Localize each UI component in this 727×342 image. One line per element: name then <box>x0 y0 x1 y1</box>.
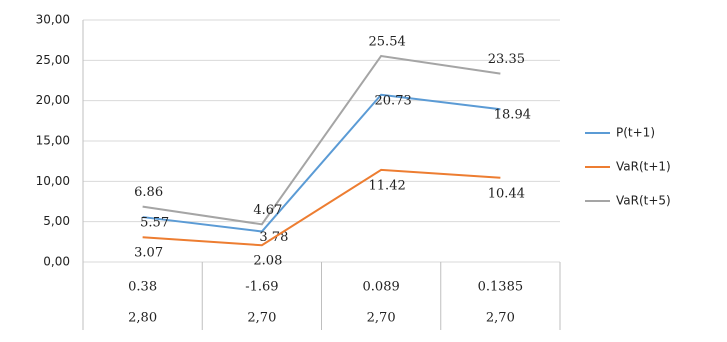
x-tick-label: 0.38 <box>128 280 157 295</box>
y-tick-label: 25,00 <box>36 53 70 67</box>
y-tick-label: 0,00 <box>43 255 70 269</box>
y-tick-label: 15,00 <box>36 134 70 148</box>
data-label: 3.07 <box>134 246 163 261</box>
data-label: 10.44 <box>488 186 525 201</box>
series-line <box>142 93 501 233</box>
x-tick-label: 0.1385 <box>478 280 524 295</box>
y-tick-label: 30,00 <box>36 13 70 27</box>
series-line <box>142 54 501 226</box>
legend-label: VaR(t+5) <box>616 194 671 208</box>
legend-label: P(t+1) <box>616 126 655 140</box>
x-tick-label-2: 2,70 <box>367 311 396 326</box>
data-label: 25.54 <box>369 34 406 49</box>
series-line <box>142 168 501 247</box>
data-label: 18.94 <box>494 108 531 123</box>
data-label: 20.73 <box>375 93 412 108</box>
legend-label: VaR(t+1) <box>616 160 671 174</box>
data-label: 5.57 <box>140 216 169 231</box>
y-tick-label: 20,00 <box>36 93 70 107</box>
x-tick-label-2: 2,70 <box>247 311 276 326</box>
y-tick-label: 10,00 <box>36 174 70 188</box>
data-label: 6.86 <box>134 185 163 200</box>
y-tick-label: 5,00 <box>43 214 70 228</box>
x-tick-label-2: 2,70 <box>486 311 515 326</box>
x-tick-label-2: 2,80 <box>128 311 157 326</box>
data-label: 2.08 <box>253 254 282 269</box>
x-tick-label: -1.69 <box>245 280 278 295</box>
x-tick-label: 0.089 <box>363 280 400 295</box>
data-label: 4.67 <box>253 203 282 218</box>
data-label: 11.42 <box>369 178 406 193</box>
data-label: 23.35 <box>488 52 525 67</box>
